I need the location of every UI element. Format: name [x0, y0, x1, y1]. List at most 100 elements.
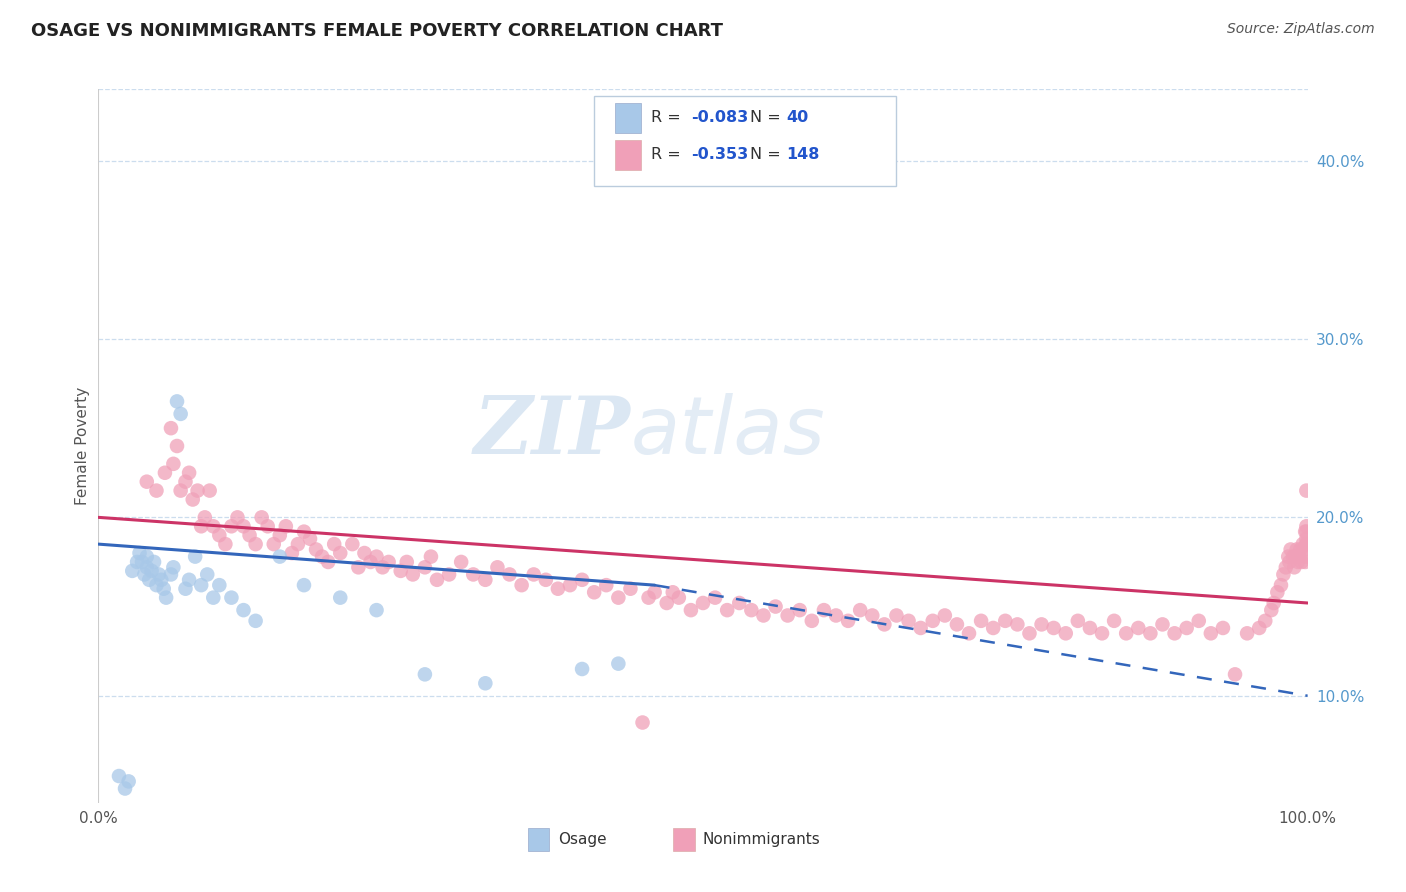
- Point: [825, 608, 848, 623]
- Point: [1295, 519, 1317, 533]
- Point: [135, 560, 157, 574]
- Point: [174, 475, 197, 489]
- Point: [1031, 617, 1053, 632]
- Point: [135, 475, 157, 489]
- Point: [897, 614, 920, 628]
- Point: [800, 614, 823, 628]
- Point: [607, 657, 630, 671]
- Text: R =: R =: [651, 147, 686, 162]
- Point: [292, 524, 315, 539]
- FancyBboxPatch shape: [614, 103, 641, 133]
- Point: [970, 614, 993, 628]
- Point: [740, 603, 762, 617]
- Point: [776, 608, 799, 623]
- FancyBboxPatch shape: [527, 829, 550, 851]
- Point: [389, 564, 412, 578]
- Text: 148: 148: [786, 147, 820, 162]
- Point: [637, 591, 659, 605]
- Text: -0.353: -0.353: [690, 147, 748, 162]
- Point: [143, 555, 166, 569]
- Point: [239, 528, 262, 542]
- Point: [208, 528, 231, 542]
- Point: [121, 564, 143, 578]
- Point: [1054, 626, 1077, 640]
- Point: [1249, 621, 1271, 635]
- Point: [474, 676, 496, 690]
- Point: [166, 394, 188, 409]
- Point: [1254, 614, 1277, 628]
- Point: [281, 546, 304, 560]
- Point: [692, 596, 714, 610]
- FancyBboxPatch shape: [595, 96, 897, 186]
- Point: [131, 555, 153, 569]
- Point: [583, 585, 606, 599]
- Point: [873, 617, 896, 632]
- Point: [752, 608, 775, 623]
- Point: [114, 781, 136, 796]
- Point: [789, 603, 811, 617]
- Point: [256, 519, 278, 533]
- Point: [849, 603, 872, 617]
- Point: [169, 407, 191, 421]
- Point: [150, 573, 173, 587]
- Point: [127, 555, 149, 569]
- Point: [1295, 532, 1317, 546]
- Point: [1007, 617, 1029, 632]
- Point: [1284, 549, 1306, 564]
- Text: -0.083: -0.083: [690, 111, 748, 125]
- Point: [1278, 555, 1301, 569]
- Point: [323, 537, 346, 551]
- Point: [437, 567, 460, 582]
- Point: [221, 591, 243, 605]
- Y-axis label: Female Poverty: Female Poverty: [75, 387, 90, 505]
- Point: [269, 528, 291, 542]
- Point: [860, 608, 883, 623]
- Point: [1282, 549, 1305, 564]
- Point: [311, 549, 333, 564]
- Point: [813, 603, 835, 617]
- Point: [571, 662, 593, 676]
- Text: ZIP: ZIP: [474, 393, 630, 470]
- Point: [1295, 549, 1317, 564]
- Point: [1270, 578, 1292, 592]
- Point: [1295, 483, 1317, 498]
- Point: [1223, 667, 1246, 681]
- Point: [141, 564, 163, 578]
- Point: [413, 667, 436, 681]
- Point: [1067, 614, 1090, 628]
- Point: [994, 614, 1017, 628]
- Text: atlas: atlas: [630, 392, 825, 471]
- Point: [1115, 626, 1137, 640]
- Point: [292, 578, 315, 592]
- Point: [232, 603, 254, 617]
- Point: [644, 585, 666, 599]
- Point: [263, 537, 285, 551]
- Point: [1295, 524, 1317, 539]
- Text: OSAGE VS NONIMMIGRANTS FEMALE POVERTY CORRELATION CHART: OSAGE VS NONIMMIGRANTS FEMALE POVERTY CO…: [31, 22, 723, 40]
- Point: [474, 573, 496, 587]
- Point: [1291, 555, 1313, 569]
- Point: [232, 519, 254, 533]
- Point: [250, 510, 273, 524]
- Point: [353, 546, 375, 560]
- Point: [498, 567, 520, 582]
- Point: [305, 542, 328, 557]
- Point: [668, 591, 690, 605]
- Text: N =: N =: [751, 111, 786, 125]
- Point: [886, 608, 908, 623]
- Point: [226, 510, 249, 524]
- Point: [342, 537, 364, 551]
- Point: [198, 483, 221, 498]
- Point: [1212, 621, 1234, 635]
- Point: [179, 573, 201, 587]
- Point: [1091, 626, 1114, 640]
- Text: 40: 40: [786, 111, 808, 125]
- Point: [1289, 542, 1312, 557]
- Point: [558, 578, 581, 592]
- Point: [523, 567, 546, 582]
- Point: [1260, 603, 1282, 617]
- Point: [184, 549, 207, 564]
- Point: [202, 519, 225, 533]
- Point: [420, 549, 443, 564]
- Point: [1102, 614, 1125, 628]
